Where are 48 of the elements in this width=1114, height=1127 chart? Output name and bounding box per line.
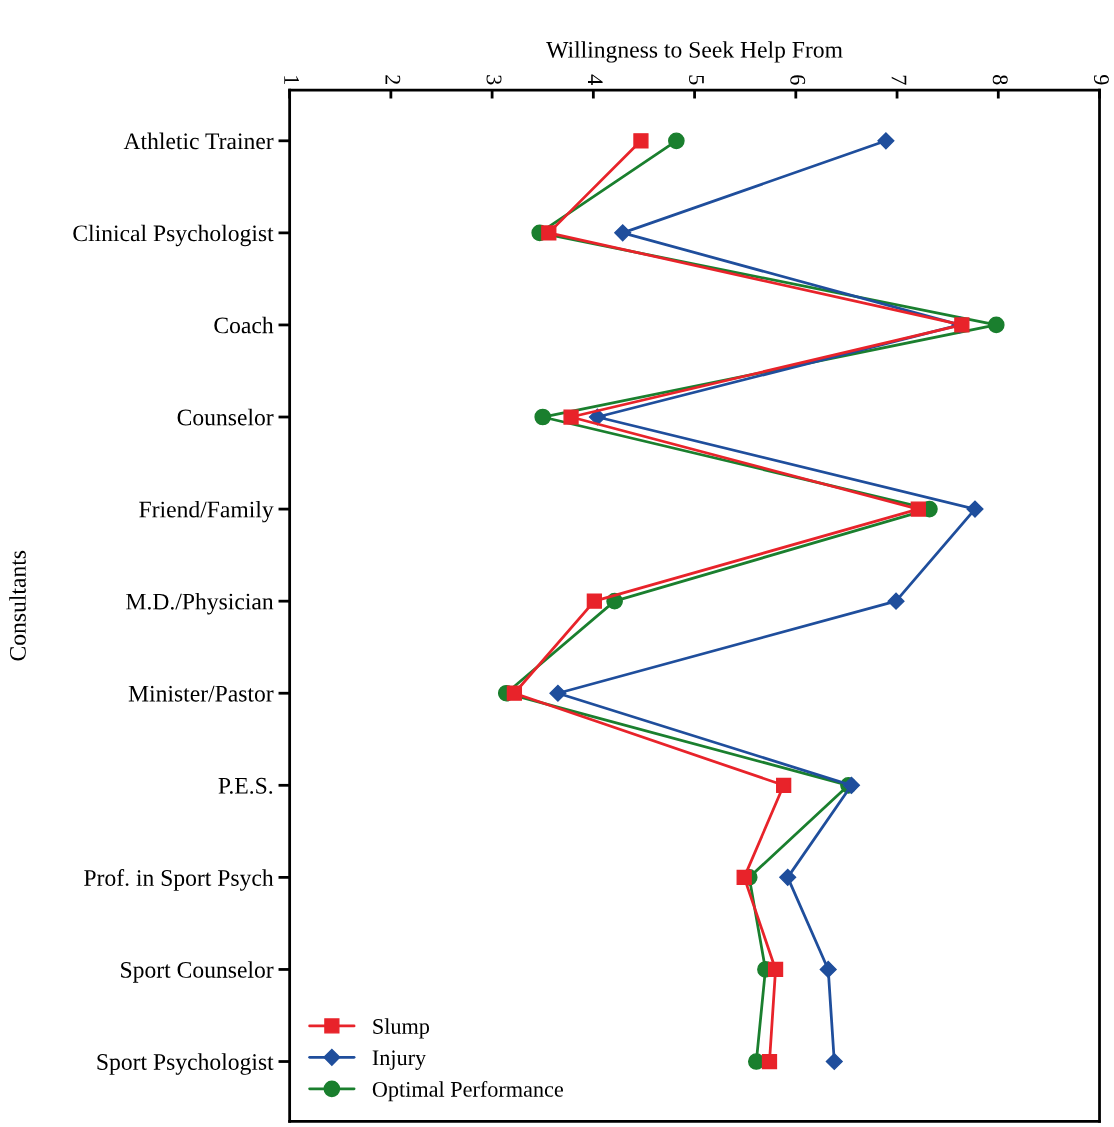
- x-tick-label: 5: [689, 75, 704, 85]
- point: [761, 1053, 778, 1070]
- point: [825, 1052, 843, 1071]
- point: [541, 225, 557, 241]
- point: [954, 317, 970, 333]
- point: [767, 961, 784, 978]
- x-tick-label: 4: [588, 74, 603, 85]
- legend-label: Slump: [373, 1018, 430, 1039]
- y-tick-label: Sport Counselor: [121, 961, 274, 983]
- point: [563, 409, 579, 425]
- point: [842, 776, 861, 794]
- point: [549, 684, 567, 702]
- x-tick-label: 6: [790, 75, 806, 85]
- point: [633, 133, 649, 149]
- y-axis-title: Consultants: [9, 550, 26, 661]
- legend-label: Optimal Performance: [372, 1080, 563, 1102]
- point: [776, 777, 792, 793]
- point: [534, 408, 552, 426]
- x-axis-title: Willingness to Seek Help From: [546, 41, 843, 63]
- point: [877, 132, 895, 150]
- y-tick-label: Counselor: [177, 408, 274, 426]
- y-tick-label: Coach: [214, 316, 274, 334]
- x-tick-label: 1: [284, 76, 299, 84]
- point: [887, 592, 905, 610]
- point: [506, 685, 523, 701]
- y-tick-label: Clinical Psychologist: [73, 224, 274, 247]
- y-tick-label: Athletic Trainer: [123, 132, 274, 150]
- point: [910, 501, 926, 517]
- y-tick-label: P.E.S.: [218, 777, 273, 794]
- x-tick-label: 2: [385, 75, 401, 85]
- y-tick-label: Friend/Family: [139, 500, 274, 523]
- x-tick-label: 3: [486, 75, 502, 85]
- x-tick-label: 9: [1093, 74, 1109, 85]
- point: [614, 224, 632, 242]
- y-tick-label: Minister/Pastor: [128, 685, 274, 702]
- y-tick-label: Sport Psychologist: [97, 1053, 274, 1075]
- point: [586, 593, 602, 609]
- point: [779, 868, 797, 886]
- point: [668, 132, 685, 150]
- x-tick-label: 8: [992, 75, 1008, 85]
- point: [736, 869, 752, 886]
- point: [819, 960, 837, 978]
- legend-label: Injury: [372, 1050, 427, 1070]
- point: [987, 316, 1005, 334]
- y-tick-label: M.D./Physician: [126, 592, 274, 615]
- y-tick-label: Prof. in Sport Psych: [84, 869, 274, 891]
- x-tick-label: 7: [891, 75, 907, 85]
- point: [966, 500, 984, 518]
